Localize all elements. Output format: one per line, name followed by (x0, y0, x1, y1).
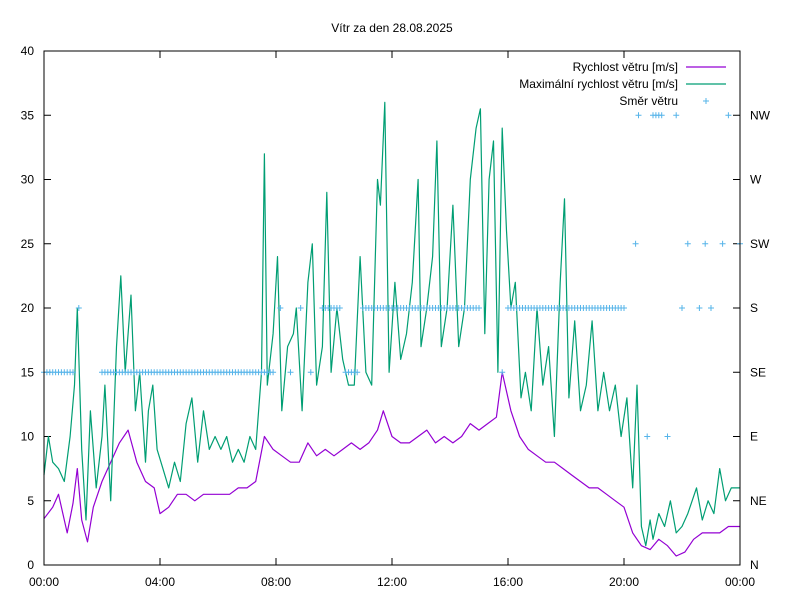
y-tick-label: 15 (21, 365, 35, 379)
y-tick-label: 25 (21, 237, 35, 251)
data-point (75, 305, 82, 311)
legend-label: Rychlost větru [m/s] (573, 60, 678, 74)
data-point (277, 305, 284, 311)
y2-tick-label: W (750, 173, 762, 187)
data-point (684, 240, 691, 247)
y2-tick-label: E (750, 430, 758, 444)
data-point (354, 369, 361, 376)
legend-swatch (703, 98, 709, 104)
y-tick-label: 30 (21, 173, 35, 187)
legend-label: Směr větru (619, 94, 678, 108)
series-line (43, 371, 740, 557)
data-point (287, 369, 294, 376)
data-point (70, 369, 76, 376)
plot-frame (43, 50, 741, 566)
y2-tick-label: NE (750, 494, 767, 508)
data-point (476, 305, 482, 311)
data-point (679, 305, 685, 311)
series-1 (43, 101, 740, 547)
data-point (658, 112, 665, 119)
data-point (644, 433, 651, 440)
data-point (719, 240, 726, 247)
data-point (635, 112, 642, 119)
y2-tick-label: N (750, 558, 759, 572)
data-point (297, 305, 304, 311)
y-tick-label: 10 (21, 430, 35, 444)
y-tick-label: 0 (27, 558, 34, 572)
data-point (702, 240, 709, 247)
x-tick-label: 00:00 (725, 575, 755, 589)
plot-area: 0 5 10 15 20 25 30 35 40 N NE E SE S SW W NW 00:00 04:00 08… (21, 44, 771, 589)
y2-tick-label: SE (750, 365, 766, 379)
data-point (621, 305, 627, 311)
chart-title: Vítr za den 28.08.2025 (331, 21, 453, 35)
data-point (696, 305, 703, 311)
data-point (336, 305, 343, 311)
series-line (43, 101, 740, 547)
x-tick-label: 08:00 (261, 575, 291, 589)
y-tick-label: 5 (27, 494, 34, 508)
x-tick-label: 00:00 (29, 575, 59, 589)
data-point (664, 433, 671, 440)
y-tick-label: 40 (21, 44, 35, 58)
data-point (499, 369, 506, 376)
x-tick-label: 12:00 (377, 575, 407, 589)
data-point (307, 369, 314, 376)
x-tick-label: 16:00 (493, 575, 523, 589)
y-tick-label: 35 (21, 108, 35, 122)
x-tick-label: 20:00 (609, 575, 639, 589)
y2-tick-label: NW (750, 108, 771, 122)
y-tick-label: 20 (21, 301, 35, 315)
data-point (270, 369, 277, 376)
data-point (673, 112, 680, 119)
legend: Rychlost větru [m/s] Maximální rychlost v… (519, 60, 726, 108)
data-point (632, 240, 639, 247)
y2-tick-label: S (750, 301, 758, 315)
legend-label: Maximální rychlost větru [m/s] (519, 77, 678, 91)
series-0 (43, 371, 740, 557)
series-layer (41, 101, 743, 557)
data-point (708, 305, 714, 311)
series-2 (41, 112, 743, 440)
x-tick-label: 04:00 (145, 575, 175, 589)
y2-tick-label: SW (750, 237, 770, 251)
data-point (725, 112, 732, 119)
